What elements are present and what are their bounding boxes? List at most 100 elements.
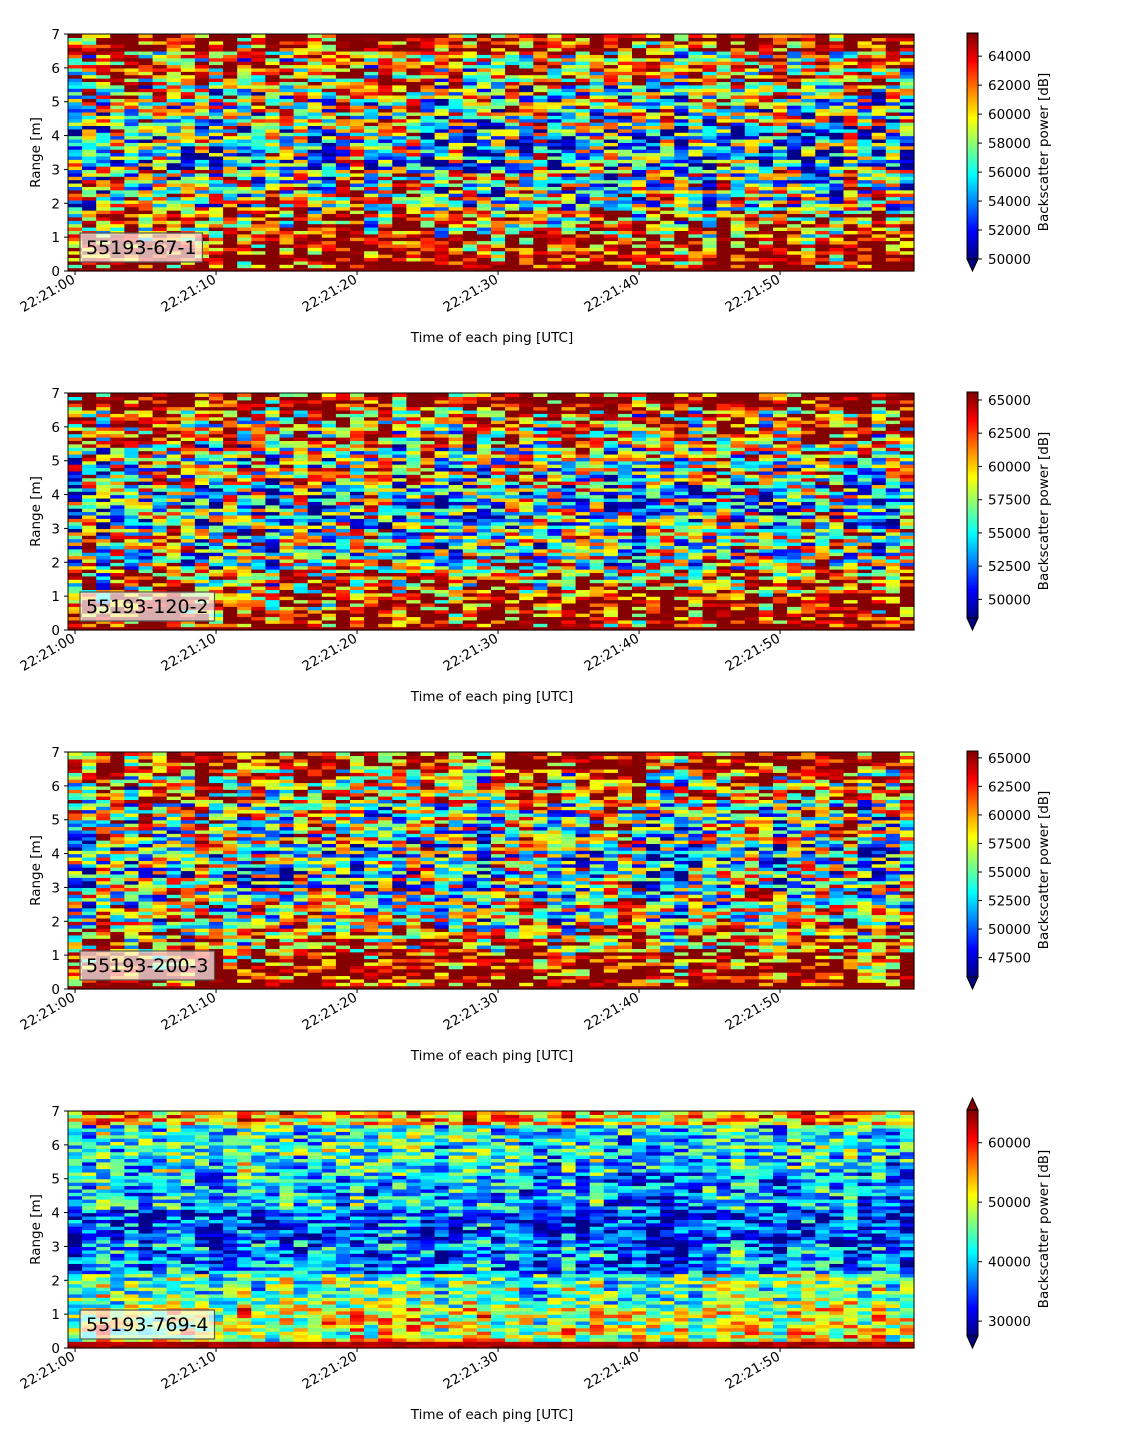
heatmap-cell (575, 233, 591, 238)
heatmap-cell (223, 40, 238, 45)
heatmap-cell (307, 176, 323, 181)
heatmap-cell (96, 447, 111, 452)
heatmap-cell (801, 155, 816, 160)
heatmap-cell (392, 128, 407, 133)
heatmap-cell (476, 54, 492, 59)
heatmap-cell (237, 74, 252, 79)
heatmap-cell (885, 223, 901, 228)
colorbar-segment (967, 151, 978, 155)
heatmap-cell (674, 254, 689, 259)
heatmap-cell (420, 57, 436, 62)
heatmap-cell (166, 626, 182, 631)
heatmap-cell (575, 64, 591, 69)
heatmap-cell (688, 128, 704, 133)
colorbar-segment (967, 228, 978, 232)
heatmap-cell (96, 260, 111, 265)
heatmap-cell (110, 206, 125, 211)
heatmap-cell (448, 155, 464, 160)
heatmap-cell (688, 210, 704, 215)
heatmap-cell (82, 460, 97, 465)
heatmap-cell (885, 40, 901, 45)
heatmap-cell (829, 34, 845, 38)
heatmap-cell (688, 37, 704, 42)
heatmap-cell (209, 88, 224, 93)
heatmap-cell (68, 94, 83, 99)
heatmap-cell (124, 433, 140, 438)
heatmap-cell (899, 64, 915, 69)
heatmap-cell (96, 538, 111, 543)
heatmap-cell (561, 196, 577, 201)
heatmap-cell (434, 176, 450, 181)
heatmap-cell (166, 409, 182, 414)
heatmap-cell (716, 94, 732, 99)
heatmap-cell (462, 254, 478, 259)
heatmap-cell (547, 101, 563, 106)
heatmap-cell (307, 264, 323, 269)
heatmap-cell (519, 240, 534, 245)
heatmap-cell (180, 450, 196, 455)
heatmap-cell (138, 518, 154, 523)
heatmap-cell (603, 179, 619, 184)
heatmap-cell (632, 206, 647, 211)
heatmap-cell (617, 169, 633, 174)
heatmap-cell (491, 138, 506, 143)
heatmap-cell (730, 159, 746, 164)
heatmap-cell (801, 152, 816, 157)
heatmap-cell (152, 440, 168, 445)
colorbar-segment (967, 179, 978, 183)
heatmap-cell (448, 179, 464, 184)
heatmap-cell (321, 50, 337, 55)
heatmap-cell (392, 88, 407, 93)
heatmap-cell (124, 152, 140, 157)
heatmap-cell (82, 437, 97, 441)
heatmap-cell (138, 558, 154, 563)
heatmap-cell (857, 101, 873, 106)
heatmap-cell (279, 91, 295, 96)
heatmap-cell (152, 623, 168, 628)
heatmap-cell (82, 125, 97, 130)
heatmap-cell (632, 193, 647, 198)
heatmap-cell (406, 105, 422, 110)
heatmap-cell (646, 159, 661, 164)
heatmap-cell (716, 118, 732, 123)
heatmap-cell (801, 264, 816, 269)
heatmap-cell (787, 54, 802, 59)
heatmap-cell (603, 142, 619, 147)
heatmap-cell (68, 406, 83, 411)
heatmap-cell (180, 433, 196, 438)
heatmap-cell (688, 71, 704, 76)
heatmap-cell (744, 166, 760, 171)
heatmap-cell (829, 196, 845, 201)
heatmap-cell (335, 203, 351, 208)
heatmap-cell (124, 440, 140, 445)
heatmap-cell (829, 226, 845, 231)
heatmap-cell (68, 193, 83, 198)
heatmap-cell (674, 122, 689, 127)
heatmap-cell (434, 118, 450, 123)
heatmap-cell (378, 125, 393, 130)
heatmap-cell (843, 54, 859, 59)
heatmap-cell (350, 254, 365, 259)
heatmap-cell (194, 122, 210, 127)
heatmap-cell (603, 203, 619, 208)
heatmap-cell (152, 132, 168, 137)
heatmap-cell (632, 172, 647, 177)
heatmap-cell (589, 213, 605, 218)
heatmap-cell (406, 138, 422, 143)
heatmap-cell (519, 108, 534, 113)
colorbar-segment (967, 245, 978, 249)
heatmap-cell (138, 437, 154, 441)
heatmap-cell (716, 193, 732, 198)
heatmap-cell (251, 138, 266, 143)
heatmap-cell (110, 450, 125, 455)
heatmap-cell (307, 254, 323, 259)
heatmap-cell (899, 84, 915, 89)
heatmap-cell (617, 186, 633, 191)
heatmap-cell (138, 467, 154, 472)
heatmap-cell (124, 74, 140, 79)
heatmap-cell (194, 179, 210, 184)
heatmap-cell (251, 128, 266, 133)
heatmap-cell (293, 108, 309, 113)
heatmap-cell (801, 220, 816, 225)
heatmap-cell (434, 34, 450, 38)
